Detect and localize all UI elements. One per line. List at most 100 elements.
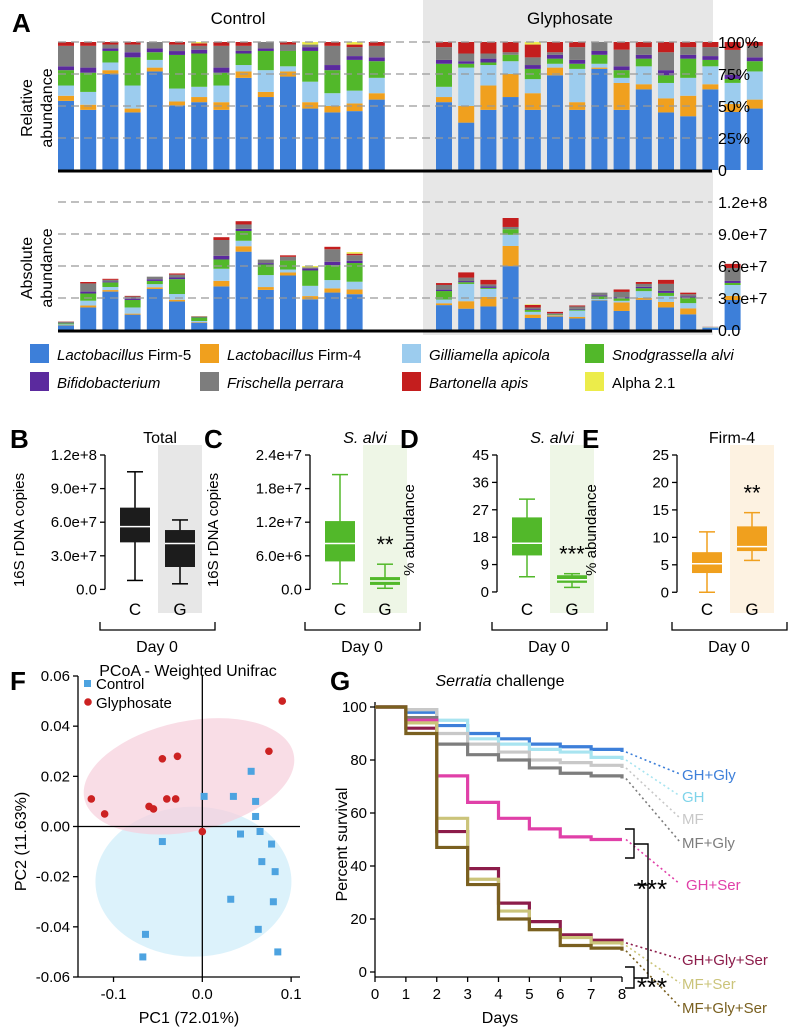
legend-label-gilli: Gilliamella apicola <box>429 347 550 364</box>
legend-rest: Firm-4 <box>314 347 362 364</box>
abs-bar-seg <box>591 300 608 330</box>
abs-bar-seg <box>324 265 341 281</box>
control-point <box>158 838 166 846</box>
rel-bar-seg <box>480 65 497 86</box>
abs-bar-seg <box>124 295 141 297</box>
abs-bar-seg <box>324 246 341 250</box>
rel-bar-seg <box>346 90 363 104</box>
abs-ylabel-line2: abundance <box>39 228 56 307</box>
rel-bar-seg <box>191 42 208 44</box>
abs-bar-seg <box>502 226 519 230</box>
rel-bar-seg <box>658 70 674 76</box>
label-connector <box>625 838 681 885</box>
rel-bar-seg <box>635 66 652 85</box>
abs-bar-seg <box>302 270 319 286</box>
rel-bar-seg <box>302 47 319 51</box>
rel-bar-seg <box>502 42 519 53</box>
abs-bar-seg <box>280 255 296 257</box>
rel-bar-seg <box>480 109 497 170</box>
panel-g-label: G <box>330 666 350 696</box>
abs-bar-seg <box>569 318 586 330</box>
day-bracket <box>304 622 421 631</box>
abs-bar-seg <box>324 261 341 266</box>
rel-bar-seg <box>169 88 185 102</box>
y-tick-label: 20 <box>652 474 669 491</box>
abs-bar-seg <box>124 313 141 315</box>
rel-bar-seg <box>368 77 385 94</box>
rel-bar-seg <box>458 63 475 68</box>
rel-bar-seg <box>458 106 475 123</box>
rel-bar-seg <box>169 101 185 106</box>
rel-bar-seg <box>102 74 119 170</box>
rel-bar-seg <box>613 77 630 83</box>
abs-bar-seg <box>436 291 452 300</box>
rel-bar-seg <box>102 48 119 51</box>
control-point <box>237 830 245 838</box>
rel-bar-seg <box>346 111 363 170</box>
abs-bar-seg <box>280 256 296 261</box>
rel-bar-seg <box>658 82 674 99</box>
rel-bar-seg <box>436 47 452 60</box>
rel-bar-seg <box>191 97 208 103</box>
y-tick-label: 0.00 <box>41 819 70 836</box>
rel-bar-seg <box>235 65 252 72</box>
rel-bar-seg <box>80 72 97 92</box>
abs-bar-seg <box>547 315 563 317</box>
y-tick-label: 0.04 <box>41 718 70 735</box>
relative-axis: 100% 75% 50% 25% 0 <box>58 35 759 180</box>
series-label: MF <box>682 811 704 828</box>
abs-bar-seg <box>169 274 185 278</box>
y-tick-label: 10 <box>652 529 669 546</box>
abs-bar-seg <box>547 311 563 314</box>
y-tick-label: 18 <box>472 529 489 546</box>
legend-swatch-alpha <box>585 372 604 391</box>
rel-bar-seg <box>480 58 497 63</box>
survival-line <box>375 705 622 842</box>
rel-bar-seg <box>702 84 719 90</box>
box-iqr <box>557 575 587 583</box>
rel-bar-seg <box>80 91 97 105</box>
abs-bar-seg <box>524 317 541 330</box>
rel-bar-seg <box>191 43 208 46</box>
abs-bar-seg <box>302 267 319 269</box>
glyphosate-point <box>198 827 207 836</box>
category-c: C <box>129 600 141 619</box>
rel-bar-seg <box>502 74 519 98</box>
box-panel-c: C S. alvi 2.4e+7 1.8e+7 1.2e+7 6.0e+6 0.0 16S r… <box>204 424 421 656</box>
control-point <box>258 858 266 866</box>
rel-bar-seg <box>368 99 385 170</box>
rel-bar-seg <box>346 59 363 91</box>
absolute-axis: 1.2e+8 9.0e+7 6.0e+7 3.0e+7 0.0 <box>58 195 767 340</box>
category-g: G <box>565 600 578 619</box>
abs-bar-seg <box>436 303 452 306</box>
rel-bar-seg <box>280 66 296 72</box>
x-tick-label: 6 <box>556 986 564 1003</box>
rel-bar-seg <box>547 63 563 68</box>
rel-bar-seg <box>436 63 452 87</box>
rel-bar-seg <box>58 45 74 67</box>
glyphosate-point <box>163 795 171 803</box>
abs-bar-seg <box>635 291 652 298</box>
rel-bar-seg <box>146 52 163 60</box>
abs-bar-seg <box>257 275 274 288</box>
rel-bar-seg <box>257 48 274 51</box>
rel-bar-seg <box>746 61 763 72</box>
rel-bar-seg <box>724 78 741 83</box>
abs-bar-seg <box>169 279 185 295</box>
category-g: G <box>378 600 391 619</box>
rel-bar-seg <box>324 42 341 46</box>
abs-bar-seg <box>346 294 363 330</box>
abs-bar-seg <box>235 228 252 231</box>
rel-bar-seg <box>746 99 763 109</box>
rel-bar-seg <box>124 42 141 45</box>
rel-tick-label: 50% <box>718 99 750 116</box>
y-tick-label: 9.0e+7 <box>51 481 97 498</box>
rel-bar-seg <box>346 47 363 57</box>
abs-bar-seg <box>635 297 652 300</box>
y-tick-label: 9 <box>481 557 489 574</box>
abs-bar-seg <box>524 314 541 318</box>
rel-bar-seg <box>235 45 252 51</box>
abs-bar-seg <box>124 298 141 300</box>
rel-bar-seg <box>458 42 475 54</box>
